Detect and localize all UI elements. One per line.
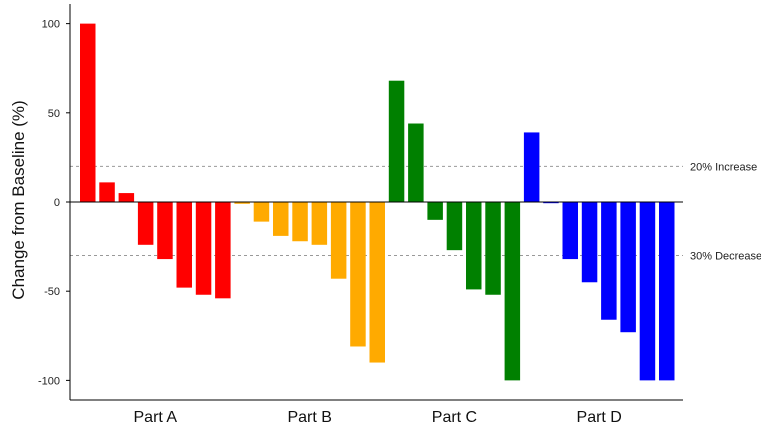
y-tick-label: -100 bbox=[38, 375, 60, 387]
bar bbox=[311, 202, 328, 245]
group-labels: Part A Part B Part C Part D bbox=[134, 409, 622, 424]
bar bbox=[581, 202, 598, 283]
y-tick-label: -50 bbox=[44, 286, 60, 298]
group-label: Part D bbox=[577, 409, 622, 424]
group-label: Part C bbox=[432, 409, 477, 424]
bar bbox=[427, 202, 443, 220]
bar bbox=[562, 202, 578, 260]
y-tick-label: 0 bbox=[54, 197, 60, 209]
bar bbox=[523, 132, 540, 202]
bars bbox=[80, 23, 675, 381]
bar bbox=[446, 202, 463, 251]
reference-labels: 20% Increase 30% Decrease bbox=[690, 161, 761, 262]
bar bbox=[118, 193, 135, 202]
bar bbox=[80, 23, 96, 202]
bar bbox=[273, 202, 289, 236]
y-ticks: 100 50 0 -50 -100 bbox=[38, 19, 70, 387]
bar bbox=[292, 202, 308, 242]
bar bbox=[485, 202, 501, 295]
bar bbox=[659, 202, 675, 381]
bar bbox=[504, 202, 521, 381]
y-axis-label: Change from Baseline (%) bbox=[9, 100, 28, 299]
bar bbox=[176, 202, 192, 288]
bar bbox=[137, 202, 154, 245]
bar bbox=[330, 202, 347, 279]
bar bbox=[215, 202, 231, 299]
bar bbox=[234, 202, 250, 204]
group-label: Part B bbox=[287, 409, 331, 424]
bar bbox=[99, 182, 115, 202]
bar bbox=[466, 202, 482, 290]
reference-line-label: 20% Increase bbox=[690, 161, 757, 173]
group-label: Part A bbox=[134, 409, 178, 424]
y-tick-label: 50 bbox=[48, 108, 60, 120]
bar bbox=[388, 80, 405, 202]
bar bbox=[350, 202, 366, 347]
bar bbox=[620, 202, 636, 333]
bar bbox=[195, 202, 212, 295]
y-tick-label: 100 bbox=[42, 19, 60, 31]
bar bbox=[639, 202, 656, 381]
bar bbox=[601, 202, 617, 320]
bar bbox=[369, 202, 385, 363]
bar bbox=[157, 202, 173, 260]
reference-line-label: 30% Decrease bbox=[690, 251, 761, 263]
bar bbox=[408, 123, 424, 202]
bar bbox=[253, 202, 270, 222]
bar bbox=[543, 202, 559, 204]
